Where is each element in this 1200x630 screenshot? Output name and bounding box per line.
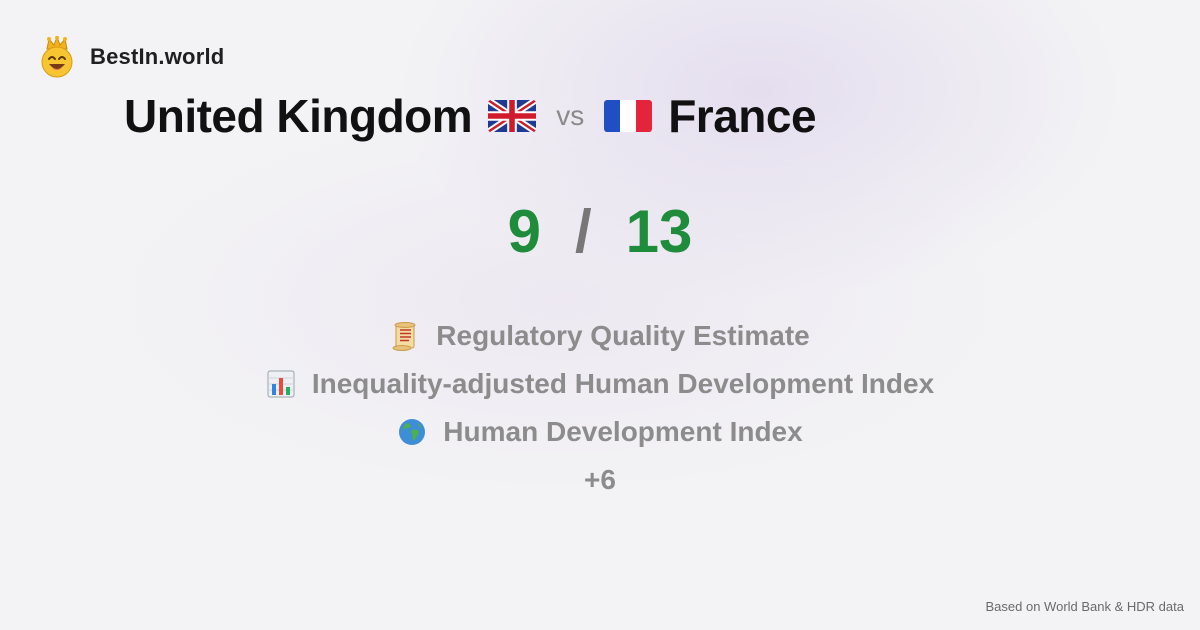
more-metrics-count[interactable]: +6 bbox=[584, 464, 616, 495]
score-left: 9 bbox=[507, 198, 541, 265]
metric-label: Regulatory Quality Estimate bbox=[436, 320, 810, 351]
metric-label: Human Development Index bbox=[443, 416, 803, 447]
data-source-note: Based on World Bank & HDR data bbox=[985, 599, 1184, 614]
country-a-name[interactable]: United Kingdom bbox=[124, 90, 473, 142]
metric-item[interactable]: Human Development Index bbox=[397, 408, 803, 456]
scroll-icon bbox=[392, 322, 416, 351]
france-flag-icon bbox=[604, 100, 653, 132]
metric-label: Inequality-adjusted Human Development In… bbox=[311, 368, 935, 399]
vs-label: vs bbox=[556, 100, 585, 131]
score: 9 / 13 bbox=[0, 192, 1200, 272]
brand-name: BestIn.world bbox=[90, 44, 225, 69]
brand[interactable]: BestIn.world bbox=[38, 36, 224, 78]
score-separator: / bbox=[574, 198, 592, 265]
metric-item[interactable]: Regulatory Quality Estimate bbox=[390, 312, 810, 360]
metrics-list: Regulatory Quality Estimate Inequality-a… bbox=[0, 312, 1200, 504]
score-right: 13 bbox=[625, 198, 693, 265]
country-b-name[interactable]: France bbox=[668, 90, 817, 142]
globe-icon bbox=[399, 419, 426, 445]
crowned-smiley-icon bbox=[41, 36, 73, 78]
uk-flag-icon bbox=[488, 100, 537, 132]
metric-item[interactable]: Inequality-adjusted Human Development In… bbox=[266, 360, 934, 408]
bar-chart-icon bbox=[267, 370, 295, 398]
page-title: United Kingdom vs France bbox=[124, 84, 817, 148]
